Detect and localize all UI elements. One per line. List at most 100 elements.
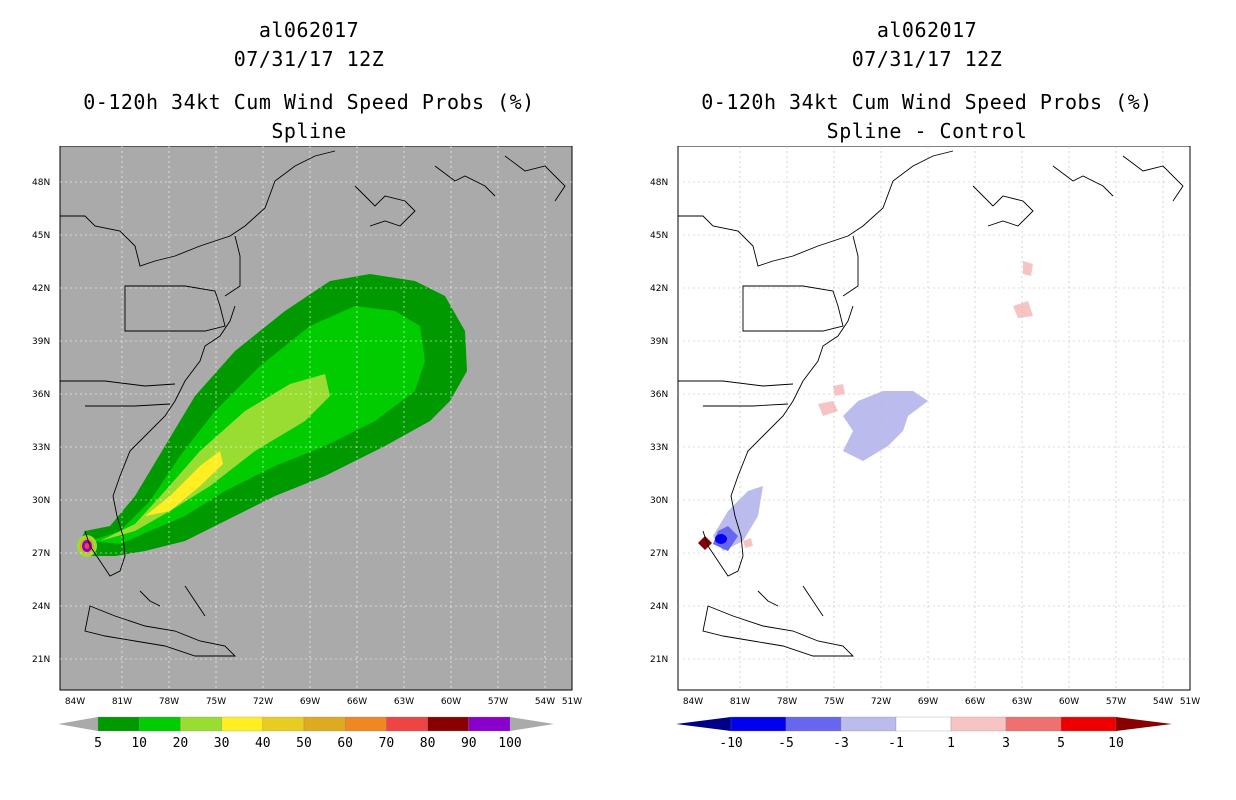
colorbar-swatch bbox=[895, 716, 952, 732]
colorbar-underflow bbox=[58, 717, 98, 731]
gridlines bbox=[678, 146, 1190, 690]
lon-label: 75W bbox=[206, 697, 226, 707]
lon-label: 72W bbox=[253, 697, 273, 707]
lon-label: 51W bbox=[562, 697, 582, 707]
colorbar-underflow bbox=[676, 717, 731, 731]
difference-map: 48N 45N 42N 39N 36N 33N 30N 27N 24N 21N … bbox=[643, 146, 1203, 712]
lat-label: 42N bbox=[32, 284, 50, 294]
colorbar-label: -3 bbox=[833, 736, 849, 751]
colorbar-swatch bbox=[1005, 716, 1062, 732]
storm-id: al062017 bbox=[258, 18, 360, 42]
lon-label: 66W bbox=[965, 697, 985, 707]
lon-label: 60W bbox=[441, 697, 461, 707]
colorbar-swatch bbox=[950, 716, 1007, 732]
lon-label: 60W bbox=[1059, 697, 1079, 707]
colorbar-swatch bbox=[180, 716, 222, 732]
colorbar-label: 50 bbox=[296, 736, 312, 751]
lat-label: 42N bbox=[650, 284, 668, 294]
colorbar-label: 5 bbox=[94, 736, 102, 751]
lon-label: 84W bbox=[65, 697, 85, 707]
datetime: 07/31/17 12Z bbox=[851, 47, 1003, 71]
colorbar-swatch bbox=[345, 716, 387, 732]
lat-label: 45N bbox=[32, 231, 50, 241]
colorbar-label: 10 bbox=[1108, 736, 1124, 751]
lon-label: 75W bbox=[824, 697, 844, 707]
colorbar-swatch bbox=[303, 716, 346, 732]
colorbar-swatch bbox=[97, 716, 140, 732]
lat-label: 30N bbox=[32, 496, 50, 506]
right-panel: al062017 07/31/17 12Z 0-120h 34kt Cum Wi… bbox=[618, 0, 1236, 800]
colorbar-label: 100 bbox=[498, 736, 522, 751]
contour-hotspot-70 bbox=[84, 543, 90, 549]
lon-label: 78W bbox=[159, 697, 179, 707]
lon-label: 54W bbox=[1153, 697, 1173, 707]
colorbar-swatch bbox=[139, 716, 181, 732]
colorbar-swatch bbox=[730, 716, 787, 732]
subtitle: Spline bbox=[271, 119, 347, 143]
lon-label: 63W bbox=[1012, 697, 1032, 707]
colorbar-swatch bbox=[1060, 716, 1117, 732]
colorbar-label: 10 bbox=[131, 736, 148, 751]
datetime: 07/31/17 12Z bbox=[233, 47, 385, 71]
lon-label: 51W bbox=[1180, 697, 1200, 707]
lat-label: 48N bbox=[650, 178, 668, 188]
lon-label: 69W bbox=[918, 697, 938, 707]
lat-label: 24N bbox=[32, 602, 50, 612]
subtitle: Spline - Control bbox=[826, 119, 1028, 143]
lon-labels: 84W 81W 78W 75W 72W 69W 66W 63W 60W 57W … bbox=[683, 697, 1200, 707]
lat-label: 48N bbox=[32, 178, 50, 188]
colorbar-label: 80 bbox=[419, 736, 436, 751]
colorbar-swatch bbox=[468, 716, 511, 732]
product-title: 0-120h 34kt Cum Wind Speed Probs (%) bbox=[83, 90, 535, 114]
colorbar-swatch bbox=[221, 716, 263, 732]
colorbar-label: 90 bbox=[460, 736, 477, 751]
lat-label: 33N bbox=[32, 443, 50, 453]
colorbar-label: 5 bbox=[1057, 736, 1065, 751]
colorbar-label: 20 bbox=[172, 736, 189, 751]
lon-label: 78W bbox=[777, 697, 797, 707]
lon-label: 81W bbox=[730, 697, 750, 707]
colorbar-swatch bbox=[427, 716, 469, 732]
difference-contours bbox=[698, 261, 1033, 551]
lat-label: 21N bbox=[650, 655, 668, 665]
lat-labels: 48N 45N 42N 39N 36N 33N 30N 27N 24N 21N bbox=[32, 178, 50, 665]
contour-30 bbox=[145, 451, 223, 516]
lon-label: 66W bbox=[347, 697, 367, 707]
lat-label: 36N bbox=[32, 390, 50, 400]
colorbar-swatch bbox=[785, 716, 842, 732]
lon-label: 72W bbox=[871, 697, 891, 707]
colorbar-label: 1 bbox=[947, 736, 955, 751]
lat-label: 39N bbox=[650, 337, 668, 347]
colorbar-label: 40 bbox=[254, 736, 271, 751]
colorbar bbox=[58, 714, 554, 738]
colorbar-label: -1 bbox=[888, 736, 904, 751]
lat-label: 36N bbox=[650, 390, 668, 400]
coastlines bbox=[60, 150, 566, 657]
coastlines bbox=[678, 150, 1184, 657]
lat-label: 27N bbox=[650, 549, 668, 559]
left-panel: al062017 07/31/17 12Z 0-120h 34kt Cum Wi… bbox=[25, 18, 585, 751]
lat-labels: 48N 45N 42N 39N 36N 33N 30N 27N 24N 21N bbox=[650, 178, 668, 665]
lon-label: 81W bbox=[112, 697, 132, 707]
lat-label: 21N bbox=[32, 655, 50, 665]
colorbar-overflow bbox=[1116, 717, 1172, 731]
colorbar bbox=[676, 714, 1172, 738]
lat-label: 30N bbox=[650, 496, 668, 506]
map-frame bbox=[677, 146, 1191, 691]
colorbar-swatch bbox=[840, 716, 897, 732]
lat-label: 24N bbox=[650, 602, 668, 612]
lon-label: 57W bbox=[1106, 697, 1126, 707]
colorbar-label: 3 bbox=[1002, 736, 1010, 751]
probability-map: 48N 45N 42N 39N 36N 33N 30N 27N 24N 21N … bbox=[25, 146, 585, 712]
lon-label: 63W bbox=[394, 697, 414, 707]
colorbar-label: 30 bbox=[213, 736, 230, 751]
colorbar-overflow bbox=[510, 717, 554, 731]
lon-label: 57W bbox=[488, 697, 508, 707]
lon-label: 84W bbox=[683, 697, 703, 707]
lat-label: 45N bbox=[650, 231, 668, 241]
storm-id: al062017 bbox=[876, 18, 978, 42]
probability-contours bbox=[77, 274, 467, 557]
lon-label: 69W bbox=[300, 697, 320, 707]
lon-label: 54W bbox=[535, 697, 555, 707]
lat-label: 27N bbox=[32, 549, 50, 559]
